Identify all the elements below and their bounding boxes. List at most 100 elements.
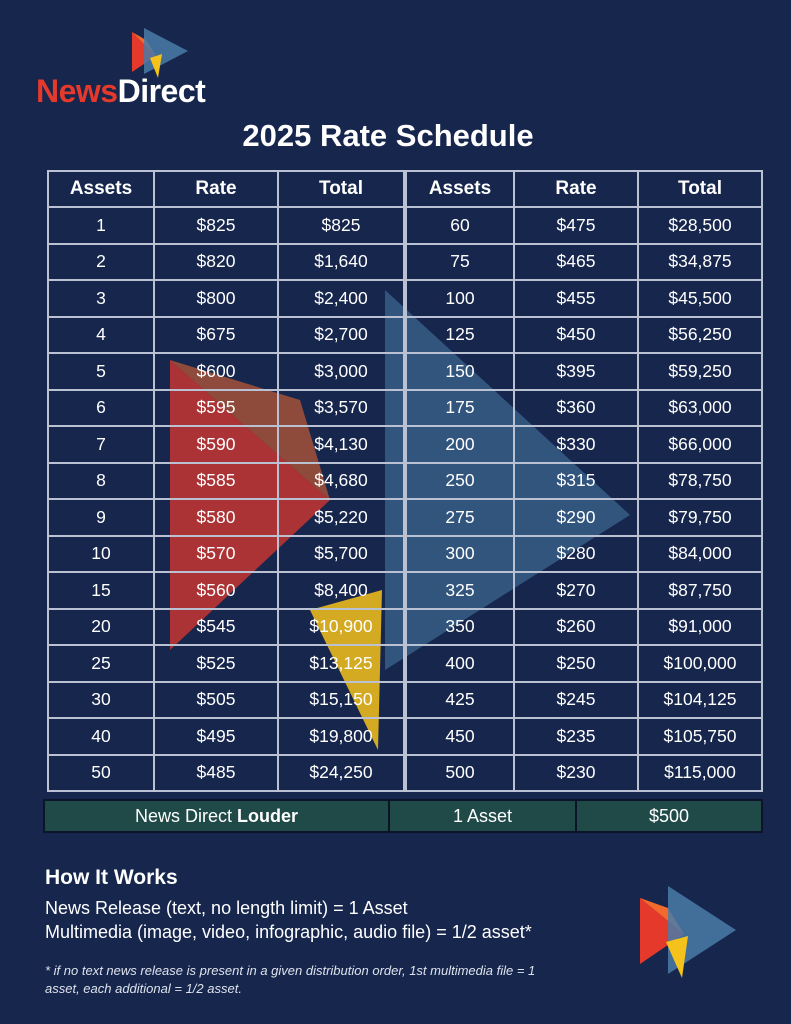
cell-total: $78,750 xyxy=(637,461,763,500)
cell-total: $15,150 xyxy=(277,680,406,719)
cell-total: $10,900 xyxy=(277,607,406,646)
cell-assets: 5 xyxy=(47,352,155,391)
cell-total: $1,640 xyxy=(277,242,406,281)
cell-assets: 2 xyxy=(47,242,155,281)
cell-assets: 325 xyxy=(403,571,515,610)
page-title: 2025 Rate Schedule xyxy=(242,118,534,153)
newsdirect-play-logo-icon xyxy=(132,28,188,78)
table-row: 10 $570 $5,700 300 $280 $84,000 xyxy=(47,534,763,573)
cell-total: $59,250 xyxy=(637,352,763,391)
table-row: 20 $545 $10,900 350 $260 $91,000 xyxy=(47,607,763,646)
cell-rate: $595 xyxy=(153,388,279,427)
rate-table: Assets Rate Total Assets Rate Total 1 $82… xyxy=(47,170,763,792)
cell-total: $19,800 xyxy=(277,717,406,756)
cell-rate: $270 xyxy=(513,571,639,610)
cell-rate: $545 xyxy=(153,607,279,646)
cell-total: $4,680 xyxy=(277,461,406,500)
cell-rate: $675 xyxy=(153,315,279,354)
cell-rate: $465 xyxy=(513,242,639,281)
table-row: 15 $560 $8,400 325 $270 $87,750 xyxy=(47,571,763,610)
cell-rate: $315 xyxy=(513,461,639,500)
header-total: Total xyxy=(277,170,406,208)
header-total: Total xyxy=(637,170,763,208)
cell-assets: 4 xyxy=(47,315,155,354)
cell-rate: $820 xyxy=(153,242,279,281)
cell-total: $5,220 xyxy=(277,498,406,537)
cell-rate: $260 xyxy=(513,607,639,646)
table-row: 25 $525 $13,125 400 $250 $100,000 xyxy=(47,644,763,683)
newsdirect-logo: NewsDirect xyxy=(36,28,236,109)
cell-assets: 1 xyxy=(47,206,155,245)
cell-assets: 200 xyxy=(403,425,515,464)
table-header-row: Assets Rate Total Assets Rate Total xyxy=(47,170,763,208)
table-row: 2 $820 $1,640 75 $465 $34,875 xyxy=(47,242,763,281)
cell-assets: 20 xyxy=(47,607,155,646)
cell-rate: $245 xyxy=(513,680,639,719)
table-row: 5 $600 $3,000 150 $395 $59,250 xyxy=(47,352,763,391)
table-row: 6 $595 $3,570 175 $360 $63,000 xyxy=(47,388,763,427)
header-assets: Assets xyxy=(47,170,155,208)
header-assets: Assets xyxy=(403,170,515,208)
cell-rate: $485 xyxy=(153,753,279,792)
cell-total: $115,000 xyxy=(637,753,763,792)
cell-rate: $450 xyxy=(513,315,639,354)
cell-rate: $825 xyxy=(153,206,279,245)
louder-name: News Direct Louder xyxy=(43,799,390,833)
cell-total: $63,000 xyxy=(637,388,763,427)
cell-total: $105,750 xyxy=(637,717,763,756)
cell-assets: 15 xyxy=(47,571,155,610)
table-row: 50 $485 $24,250 500 $230 $115,000 xyxy=(47,753,763,792)
cell-rate: $235 xyxy=(513,717,639,756)
cell-rate: $475 xyxy=(513,206,639,245)
cell-total: $4,130 xyxy=(277,425,406,464)
cell-rate: $585 xyxy=(153,461,279,500)
cell-assets: 7 xyxy=(47,425,155,464)
cell-rate: $580 xyxy=(153,498,279,537)
cell-assets: 75 xyxy=(403,242,515,281)
cell-rate: $590 xyxy=(153,425,279,464)
header-rate: Rate xyxy=(513,170,639,208)
louder-assets: 1 Asset xyxy=(388,799,577,833)
cell-rate: $455 xyxy=(513,279,639,318)
cell-total: $825 xyxy=(277,206,406,245)
cell-assets: 125 xyxy=(403,315,515,354)
cell-assets: 500 xyxy=(403,753,515,792)
cell-total: $79,750 xyxy=(637,498,763,537)
cell-rate: $395 xyxy=(513,352,639,391)
how-it-works-line: Multimedia (image, video, infographic, a… xyxy=(45,922,532,942)
cell-assets: 50 xyxy=(47,753,155,792)
cell-assets: 250 xyxy=(403,461,515,500)
cell-total: $100,000 xyxy=(637,644,763,683)
cell-rate: $360 xyxy=(513,388,639,427)
cell-total: $56,250 xyxy=(637,315,763,354)
cell-total: $24,250 xyxy=(277,753,406,792)
cell-total: $45,500 xyxy=(637,279,763,318)
how-it-works-line: News Release (text, no length limit) = 1… xyxy=(45,898,408,918)
cell-rate: $290 xyxy=(513,498,639,537)
table-row: 4 $675 $2,700 125 $450 $56,250 xyxy=(47,315,763,354)
cell-assets: 100 xyxy=(403,279,515,318)
cell-rate: $525 xyxy=(153,644,279,683)
table-row: 8 $585 $4,680 250 $315 $78,750 xyxy=(47,461,763,500)
cell-assets: 175 xyxy=(403,388,515,427)
cell-assets: 30 xyxy=(47,680,155,719)
cell-assets: 10 xyxy=(47,534,155,573)
cell-total: $87,750 xyxy=(637,571,763,610)
cell-rate: $505 xyxy=(153,680,279,719)
cell-assets: 25 xyxy=(47,644,155,683)
cell-assets: 350 xyxy=(403,607,515,646)
cell-total: $66,000 xyxy=(637,425,763,464)
cell-total: $13,125 xyxy=(277,644,406,683)
header-rate: Rate xyxy=(153,170,279,208)
cell-assets: 400 xyxy=(403,644,515,683)
logo-wordmark: NewsDirect xyxy=(36,73,206,109)
cell-assets: 300 xyxy=(403,534,515,573)
table-row: 30 $505 $15,150 425 $245 $104,125 xyxy=(47,680,763,719)
cell-total: $91,000 xyxy=(637,607,763,646)
cell-total: $2,400 xyxy=(277,279,406,318)
cell-total: $28,500 xyxy=(637,206,763,245)
how-it-works-heading: How It Works xyxy=(45,866,178,889)
cell-assets: 40 xyxy=(47,717,155,756)
cell-assets: 6 xyxy=(47,388,155,427)
louder-row: News Direct Louder 1 Asset $500 xyxy=(43,799,763,833)
